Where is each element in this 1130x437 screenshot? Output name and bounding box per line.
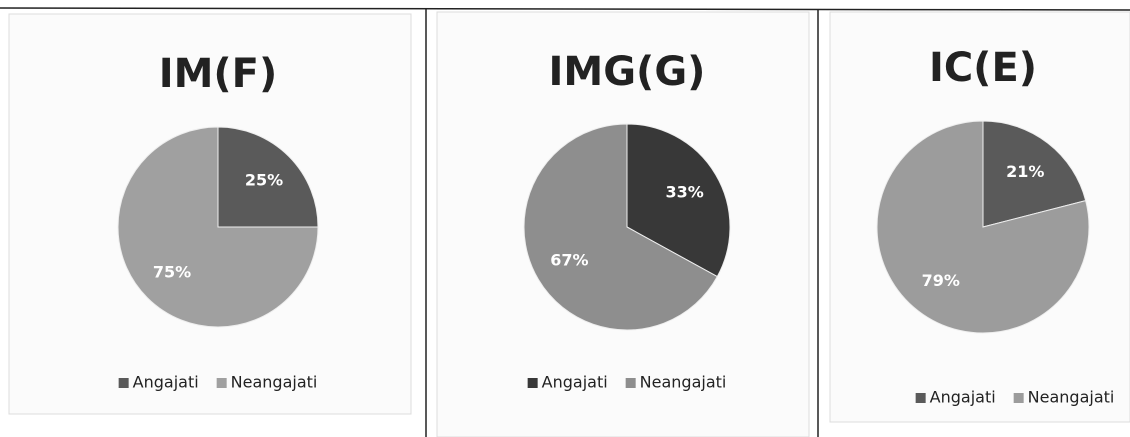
data-label: 67% [550,251,588,270]
legend-label: Angajati [930,388,996,407]
data-label: 79% [922,271,960,290]
data-label: 33% [665,182,703,201]
pie-slice [626,123,731,278]
data-label: 21% [1006,162,1044,181]
chart-title: IMG(G) [549,49,706,95]
legend-swatch [915,393,926,403]
legend-swatch [118,378,129,388]
chart-title: IC(E) [929,45,1037,91]
pie-slice [523,123,718,331]
pie-slice [217,126,319,228]
legend-swatch [216,378,227,388]
legend-label: Angajati [133,373,199,392]
data-label: 75% [153,262,191,281]
data-label: 25% [245,171,283,190]
top-border [0,7,1130,11]
legend-label: Neangajati [640,373,727,392]
legend-label: Neangajati [1028,388,1115,407]
legend-label: Angajati [542,373,608,392]
pie-slice [982,120,1087,228]
legend-swatch [625,378,636,388]
pie-slice [876,120,1090,334]
chart-title: IM(F) [159,51,278,97]
pie-slice [117,126,319,328]
legend-swatch [1013,393,1024,403]
legend-swatch [527,378,538,388]
legend-label: Neangajati [231,373,318,392]
